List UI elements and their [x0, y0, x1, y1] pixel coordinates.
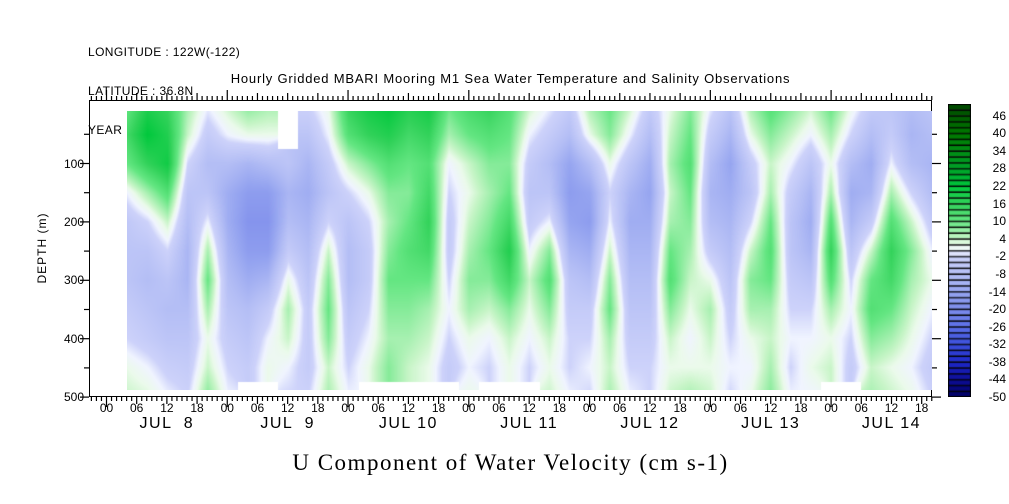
- colorbar-tick-label: 34: [992, 143, 1006, 158]
- x-day-label: JUL 8: [139, 415, 195, 432]
- colorbar-tick-label: 22: [992, 179, 1006, 194]
- x-hour-tick-label: 06: [733, 401, 748, 415]
- x-hour-tick-label: 12: [522, 401, 536, 415]
- x-hour-tick-label: 06: [250, 401, 265, 415]
- y-tick-label: 100: [63, 156, 84, 171]
- x-hour-tick-label: 18: [190, 401, 204, 415]
- x-hour-tick-label: 06: [492, 401, 506, 415]
- colorbar-tick-label: 10: [992, 214, 1006, 229]
- x-hour-tick-label: 18: [794, 401, 808, 415]
- x-hour-tick-label: 06: [854, 401, 868, 415]
- x-hour-tick-label: 12: [884, 401, 899, 415]
- x-hour-tick-label: 00: [220, 401, 234, 415]
- colorbar-tick-label: 40: [992, 126, 1006, 141]
- x-hour-tick-label: 06: [130, 401, 144, 415]
- colorbar-tick-label: 46: [992, 108, 1006, 123]
- plot-title: Hourly Gridded MBARI Mooring M1 Sea Wate…: [230, 71, 791, 86]
- x-hour-tick-label: 12: [401, 401, 416, 415]
- x-day-label: JUL 14: [861, 415, 922, 432]
- colorbar-tick-label: -50: [988, 390, 1006, 404]
- x-day-label: JUL 9: [260, 415, 315, 432]
- y-tick-label: 300: [63, 273, 84, 288]
- latitude-line: LATITUDE : 36.8N: [88, 84, 194, 98]
- heatmap-image: [127, 111, 932, 390]
- x-hour-tick-label: 12: [643, 401, 657, 415]
- x-axis-main-title: U Component of Water Velocity (cm s-1): [292, 450, 729, 475]
- colorbar-tick-label: -44: [988, 372, 1006, 387]
- colorbar-tick-label: -2: [995, 249, 1006, 264]
- colorbar-tick-label: -14: [988, 284, 1006, 299]
- x-hour-tick-label: 18: [431, 401, 446, 415]
- x-day-label: JUL 10: [378, 415, 438, 432]
- x-hour-tick-label: 18: [673, 401, 687, 415]
- colorbar-tick-label: -26: [988, 319, 1006, 334]
- longitude-line: LONGITUDE : 122W(-122): [88, 45, 241, 59]
- y-tick-label: 200: [63, 214, 84, 229]
- colorbar-tick-label: -38: [988, 354, 1006, 369]
- x-hour-tick-label: 00: [824, 401, 838, 415]
- x-hour-tick-label: 00: [703, 401, 718, 415]
- x-hour-tick-label: 06: [613, 401, 627, 415]
- colorbar-tick-label: 28: [992, 161, 1006, 176]
- x-hour-tick-label: 00: [341, 401, 355, 415]
- x-hour-tick-label: 12: [280, 401, 295, 415]
- colorbar: [948, 104, 971, 397]
- x-hour-tick-label: 12: [764, 401, 778, 415]
- x-hour-tick-label: 12: [160, 401, 174, 415]
- colorbar-tick-label: 4: [999, 231, 1006, 246]
- x-hour-tick-label: 18: [311, 401, 325, 415]
- x-hour-tick-label: 06: [371, 401, 385, 415]
- colorbar-tick-label: -32: [988, 337, 1006, 352]
- x-hour-tick-label: 00: [462, 401, 476, 415]
- x-day-label: JUL 13: [741, 415, 801, 432]
- x-hour-tick-label: 00: [582, 401, 597, 415]
- y-tick-label: 400: [63, 331, 84, 346]
- x-day-label: JUL 11: [500, 415, 559, 432]
- colorbar-tick-label: -20: [988, 302, 1006, 317]
- x-hour-tick-label: 18: [552, 401, 567, 415]
- x-hour-tick-label: 18: [914, 401, 929, 415]
- colorbar-tick-label: 16: [992, 196, 1006, 211]
- x-hour-tick-label: 00: [99, 401, 114, 415]
- y-tick-label: 500: [63, 390, 84, 405]
- x-day-label: JUL 12: [620, 415, 680, 432]
- colorbar-tick-label: -8: [995, 266, 1006, 281]
